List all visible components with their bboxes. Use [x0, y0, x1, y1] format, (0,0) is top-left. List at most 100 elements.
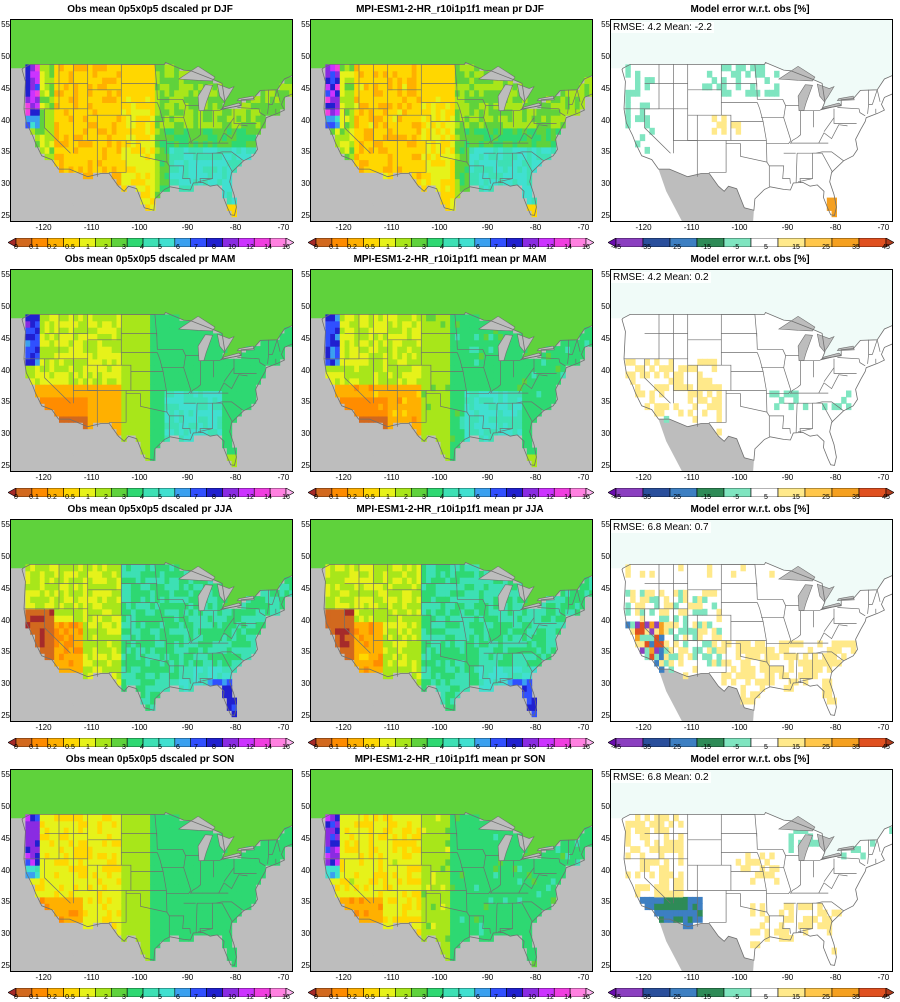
rmse-mean-stats: RMSE: 6.8 Mean: 0.7 [611, 522, 711, 533]
latitude-tick-label: 35 [600, 147, 610, 156]
latitude-tick-label: 30 [300, 679, 310, 688]
longitude-tick-label: -90 [482, 723, 494, 732]
latitude-tick-label: 55 [600, 520, 610, 529]
longitude-tick-label: -80 [230, 473, 242, 482]
latitude-tick-label: 35 [300, 397, 310, 406]
map-plot: RMSE: 4.2 Mean: -2.2 [610, 19, 893, 222]
longitude-tick-label: -100 [731, 473, 747, 482]
map-plot [10, 269, 293, 472]
longitude-tick-label: -80 [830, 223, 842, 232]
longitude-tick-label: -100 [131, 973, 147, 982]
longitude-tick-label: -70 [278, 723, 290, 732]
panel-title: MPI-ESM1-2-HR_r10i1p1f1 mean pr DJF [300, 4, 600, 15]
latitude-tick-label: 45 [0, 584, 10, 593]
latitude-tick-label: 50 [300, 302, 310, 311]
latitude-tick-label: 55 [600, 270, 610, 279]
latitude-tick-label: 45 [0, 334, 10, 343]
precip-colorbar [308, 984, 594, 993]
latitude-tick-label: 50 [600, 52, 610, 61]
precip-colorbar [8, 984, 294, 993]
latitude-tick-label: 40 [300, 616, 310, 625]
latitude-tick-label: 25 [0, 461, 10, 470]
latitude-tick-label: 45 [600, 84, 610, 93]
latitude-tick-label: 25 [300, 711, 310, 720]
longitude-tick-label: -90 [182, 473, 194, 482]
longitude-tick-label: -110 [684, 223, 699, 232]
latitude-tick-label: 40 [600, 116, 610, 125]
longitude-tick-label: -120 [336, 723, 352, 732]
longitude-tick-label: -70 [878, 723, 890, 732]
longitude-tick-label: -120 [636, 473, 652, 482]
latitude-tick-label: 30 [300, 929, 310, 938]
latitude-tick-label: 55 [600, 770, 610, 779]
longitude-tick-label: -80 [230, 223, 242, 232]
longitude-tick-label: -90 [482, 223, 494, 232]
latitude-tick-label: 30 [0, 179, 10, 188]
precip-colorbar [308, 484, 594, 493]
panel-title: Model error w.r.t. obs [%] [600, 504, 900, 515]
latitude-tick-label: 35 [600, 647, 610, 656]
latitude-tick-label: 50 [300, 52, 310, 61]
latitude-tick-label: 30 [600, 429, 610, 438]
latitude-tick-label: 35 [0, 897, 10, 906]
longitude-tick-label: -120 [36, 223, 52, 232]
latitude-tick-label: 40 [300, 366, 310, 375]
latitude-tick-label: 50 [600, 802, 610, 811]
precip-colorbar [8, 734, 294, 743]
latitude-tick-label: 50 [0, 52, 10, 61]
latitude-tick-label: 35 [300, 897, 310, 906]
longitude-tick-label: -90 [182, 723, 194, 732]
panel-title: Obs mean 0p5x0p5 dscaled pr DJF [0, 4, 300, 15]
latitude-tick-label: 50 [300, 552, 310, 561]
longitude-tick-label: -90 [782, 223, 794, 232]
longitude-tick-label: -70 [578, 223, 590, 232]
error-colorbar [608, 984, 894, 993]
map-plot [310, 519, 593, 722]
latitude-tick-label: 55 [0, 770, 10, 779]
latitude-tick-label: 30 [0, 429, 10, 438]
longitude-tick-label: -70 [578, 973, 590, 982]
latitude-tick-label: 55 [0, 20, 10, 29]
latitude-tick-label: 45 [0, 84, 10, 93]
latitude-tick-label: 40 [300, 116, 310, 125]
longitude-tick-label: -100 [431, 723, 447, 732]
longitude-tick-label: -110 [684, 973, 699, 982]
longitude-tick-label: -100 [431, 223, 447, 232]
latitude-tick-label: 35 [600, 897, 610, 906]
latitude-tick-label: 35 [0, 397, 10, 406]
latitude-tick-label: 25 [300, 211, 310, 220]
longitude-tick-label: -120 [336, 973, 352, 982]
longitude-tick-label: -90 [182, 223, 194, 232]
latitude-tick-label: 40 [300, 866, 310, 875]
latitude-tick-label: 50 [600, 552, 610, 561]
latitude-tick-label: 55 [600, 20, 610, 29]
latitude-tick-label: 40 [600, 616, 610, 625]
longitude-tick-label: -110 [84, 973, 99, 982]
longitude-tick-label: -120 [336, 473, 352, 482]
precip-colorbar [308, 234, 594, 243]
map-plot: RMSE: 6.8 Mean: 0.2 [610, 769, 893, 972]
latitude-tick-label: 30 [0, 679, 10, 688]
latitude-tick-label: 25 [600, 711, 610, 720]
precip-colorbar [8, 234, 294, 243]
longitude-tick-label: -100 [731, 723, 747, 732]
error-colorbar [608, 484, 894, 493]
map-plot: RMSE: 6.8 Mean: 0.7 [610, 519, 893, 722]
panel-title: Model error w.r.t. obs [%] [600, 4, 900, 15]
panel-title: MPI-ESM1-2-HR_r10i1p1f1 mean pr JJA [300, 504, 600, 515]
map-plot [10, 769, 293, 972]
latitude-tick-label: 55 [300, 520, 310, 529]
panel-title: Obs mean 0p5x0p5 dscaled pr SON [0, 754, 300, 765]
latitude-tick-label: 40 [0, 116, 10, 125]
longitude-tick-label: -90 [182, 973, 194, 982]
error-colorbar [608, 234, 894, 243]
map-plot: RMSE: 4.2 Mean: 0.2 [610, 269, 893, 472]
longitude-tick-label: -100 [131, 473, 147, 482]
panel-title: MPI-ESM1-2-HR_r10i1p1f1 mean pr SON [300, 754, 600, 765]
latitude-tick-label: 50 [0, 302, 10, 311]
